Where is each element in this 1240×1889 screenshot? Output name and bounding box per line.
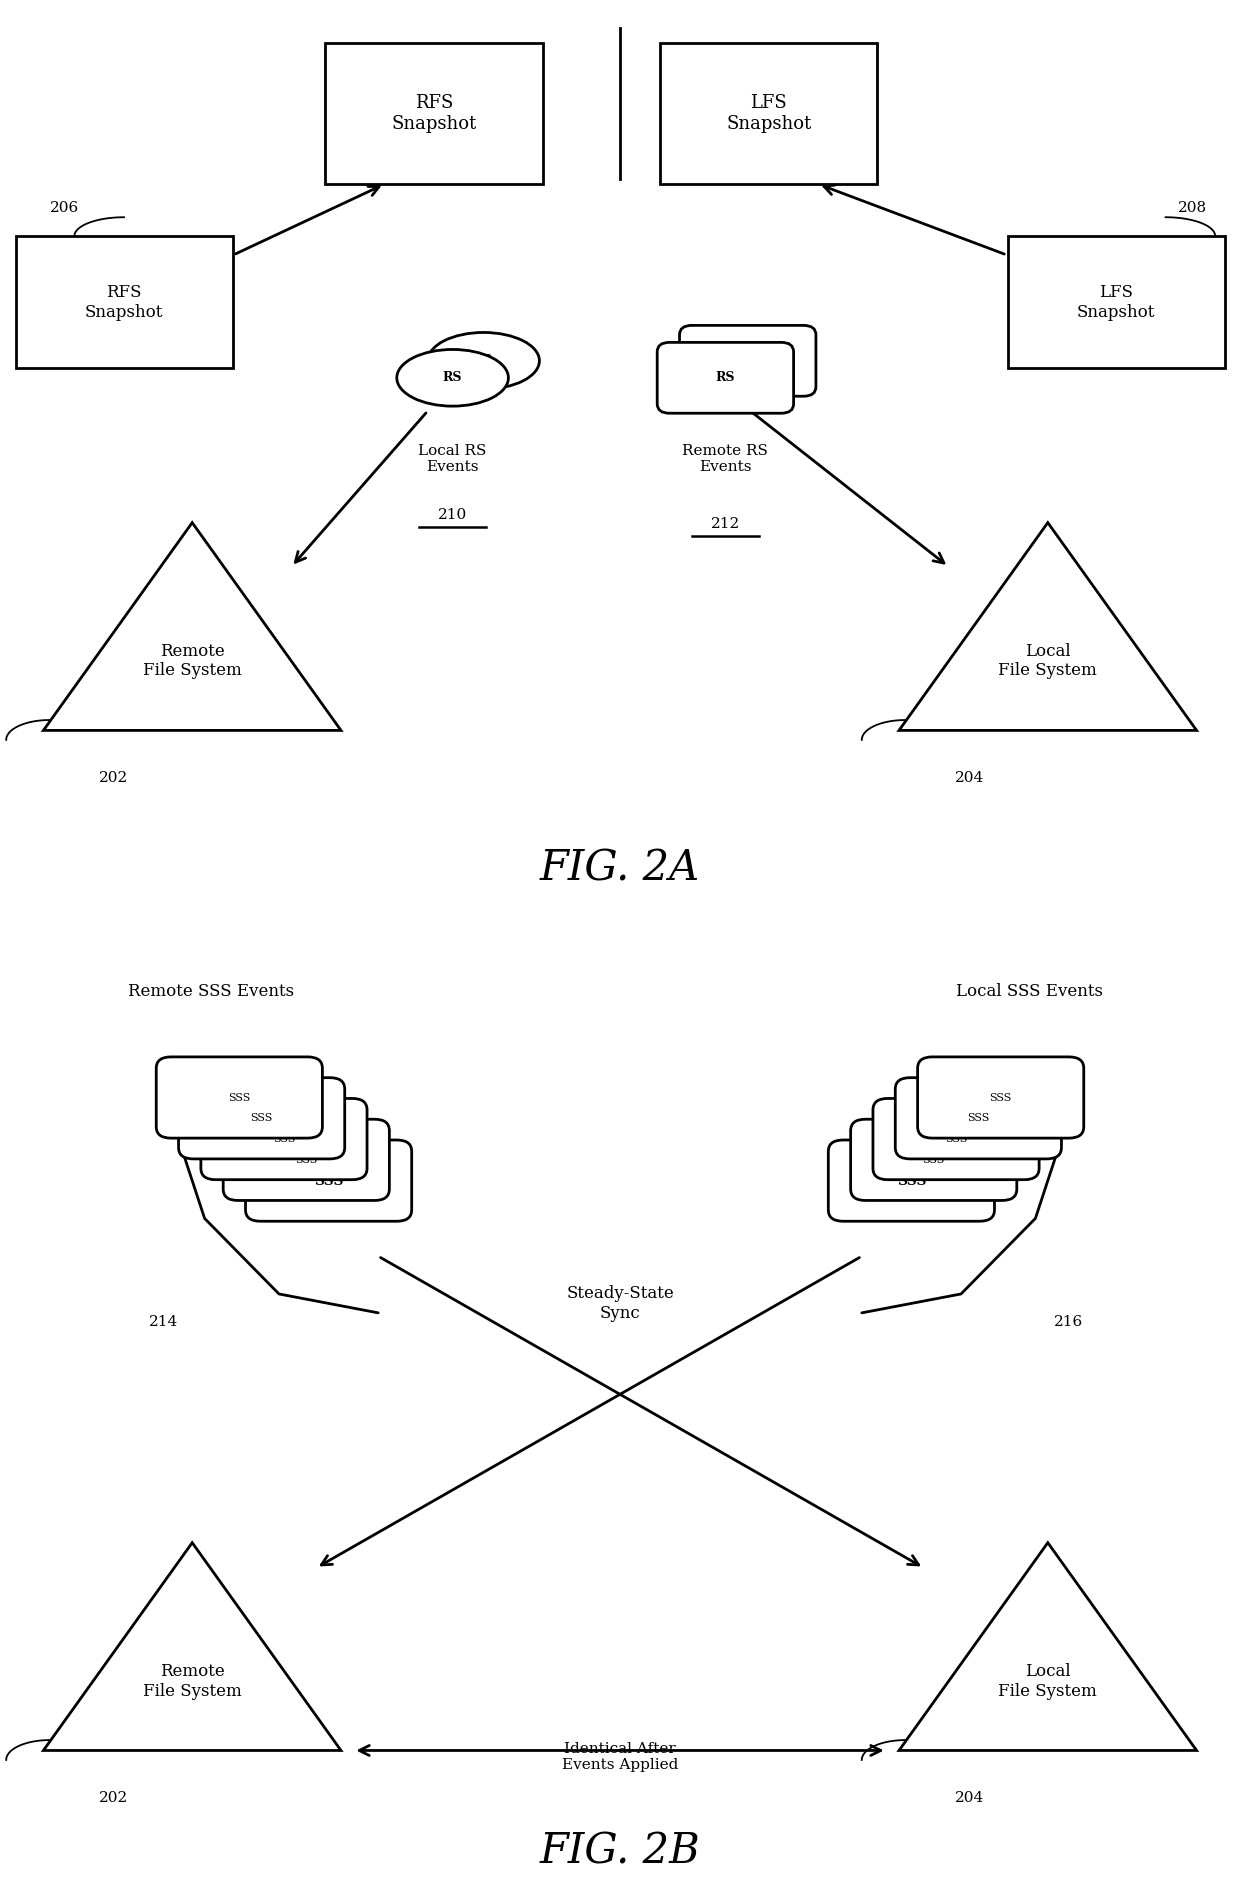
Ellipse shape (397, 349, 508, 406)
FancyBboxPatch shape (680, 325, 816, 397)
Text: SSS: SSS (228, 1092, 250, 1103)
Text: Remote RS
Events: Remote RS Events (682, 444, 769, 474)
FancyBboxPatch shape (918, 1058, 1084, 1137)
Text: SSS: SSS (945, 1133, 967, 1145)
Text: FIG. 2B: FIG. 2B (539, 1830, 701, 1872)
FancyBboxPatch shape (828, 1141, 994, 1222)
Text: 204: 204 (955, 771, 985, 784)
Text: Local SSS Events: Local SSS Events (956, 984, 1102, 999)
Text: 208: 208 (1178, 200, 1207, 215)
Text: 216: 216 (1054, 1315, 1084, 1330)
FancyBboxPatch shape (201, 1099, 367, 1179)
Text: Steady-State
Sync: Steady-State Sync (567, 1285, 673, 1322)
FancyBboxPatch shape (179, 1077, 345, 1158)
Text: 204: 204 (955, 1791, 985, 1804)
Text: RS: RS (475, 355, 492, 366)
Text: Local
File System: Local File System (998, 1662, 1097, 1700)
Text: SSS: SSS (990, 1092, 1012, 1103)
FancyBboxPatch shape (246, 1141, 412, 1222)
FancyBboxPatch shape (851, 1118, 1017, 1201)
Polygon shape (899, 523, 1197, 731)
Text: 202: 202 (99, 771, 129, 784)
Text: 212: 212 (711, 518, 740, 531)
Text: RFS
Snapshot: RFS Snapshot (84, 283, 164, 321)
Bar (660, 42, 878, 183)
Text: SSS: SSS (923, 1154, 945, 1166)
Polygon shape (43, 1543, 341, 1751)
Text: FIG. 2A: FIG. 2A (539, 848, 701, 890)
Text: Local RS
Events: Local RS Events (418, 444, 487, 474)
FancyBboxPatch shape (156, 1058, 322, 1137)
Polygon shape (43, 523, 341, 731)
Text: SSS: SSS (250, 1113, 273, 1124)
Text: Identical After
Events Applied: Identical After Events Applied (562, 1742, 678, 1772)
Text: RS: RS (715, 372, 735, 383)
Bar (325, 42, 543, 183)
Text: Remote SSS Events: Remote SSS Events (128, 984, 294, 999)
Text: 214: 214 (149, 1315, 179, 1330)
Text: 206: 206 (50, 200, 79, 215)
Bar (1007, 236, 1225, 368)
Ellipse shape (428, 332, 539, 389)
Text: SSS: SSS (295, 1154, 317, 1166)
Text: SSS: SSS (314, 1173, 343, 1188)
Text: SSS: SSS (897, 1173, 926, 1188)
Bar (16, 236, 233, 368)
Text: 210: 210 (438, 508, 467, 521)
Text: RFS
Snapshot: RFS Snapshot (392, 94, 476, 132)
FancyBboxPatch shape (873, 1099, 1039, 1179)
Text: RS: RS (443, 372, 463, 383)
Text: LFS
Snapshot: LFS Snapshot (1076, 283, 1156, 321)
FancyBboxPatch shape (895, 1077, 1061, 1158)
Text: SSS: SSS (273, 1133, 295, 1145)
FancyBboxPatch shape (223, 1118, 389, 1201)
Text: SSS: SSS (967, 1113, 990, 1124)
Polygon shape (899, 1543, 1197, 1751)
Text: LFS
Snapshot: LFS Snapshot (727, 94, 811, 132)
Text: RS: RS (739, 355, 756, 366)
Text: Remote
File System: Remote File System (143, 642, 242, 680)
FancyBboxPatch shape (657, 342, 794, 414)
Text: Local
File System: Local File System (998, 642, 1097, 680)
Text: Remote
File System: Remote File System (143, 1662, 242, 1700)
Text: 202: 202 (99, 1791, 129, 1804)
